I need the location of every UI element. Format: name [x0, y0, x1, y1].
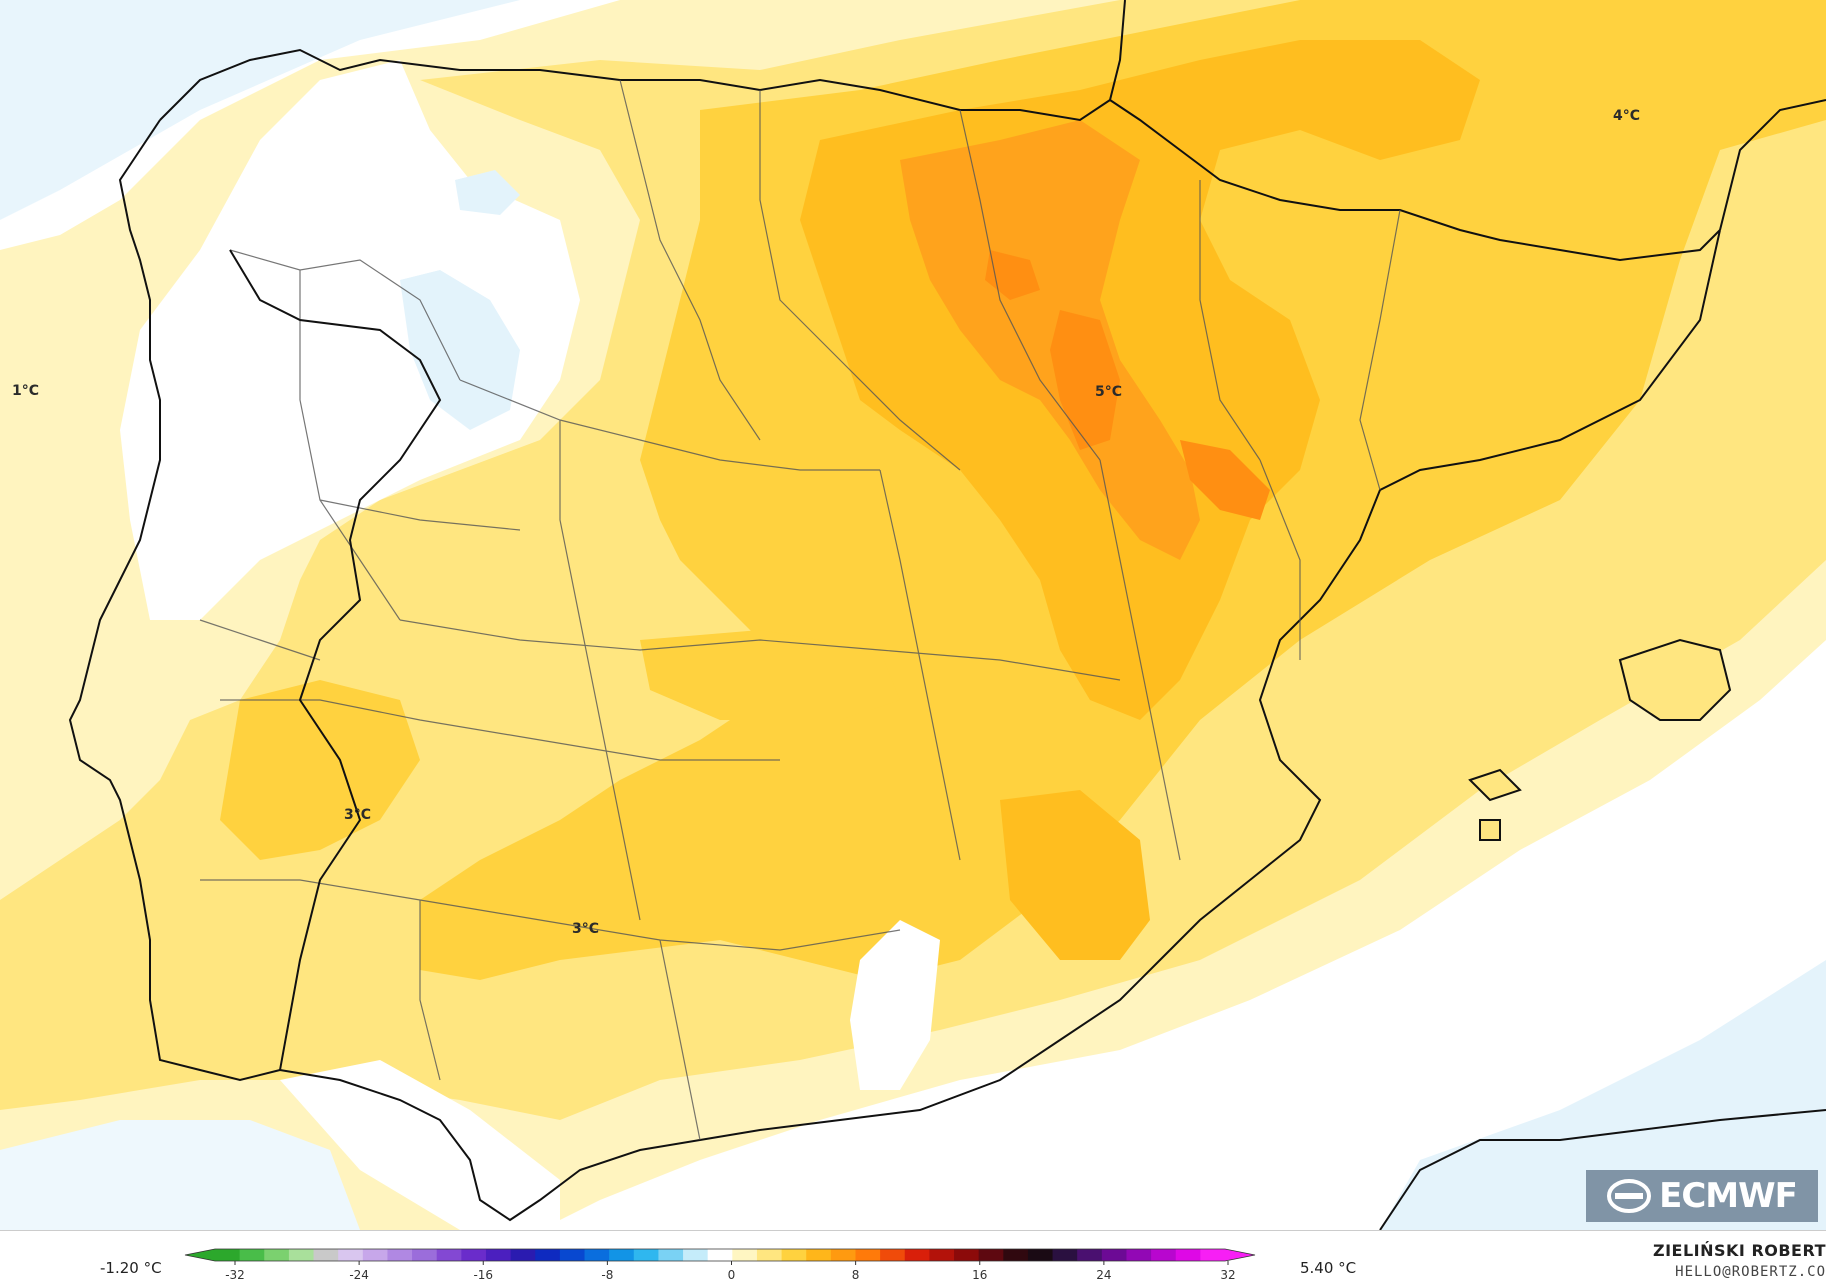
colorbar-segment — [1200, 1249, 1226, 1261]
colorbar-segment — [1151, 1249, 1177, 1261]
author-name: ZIELIŃSKI ROBERT — [1652, 1241, 1826, 1260]
colorbar-segment — [683, 1249, 709, 1261]
colorbar-segment — [756, 1249, 783, 1261]
temp-label-northeast: 4°C — [1613, 108, 1641, 124]
temp-zone-white-south — [850, 920, 940, 1090]
sea-zone-southeast — [1380, 960, 1826, 1230]
colorbar-tick-label: 0 — [728, 1268, 736, 1282]
temp-zone-orange-2 — [900, 120, 1200, 560]
colorbar-segment — [510, 1249, 536, 1261]
colorbar-segment — [584, 1249, 610, 1261]
ecmwf-logo-icon — [1607, 1179, 1652, 1213]
colorbar-segment — [1077, 1249, 1103, 1261]
province-boundaries — [199, 79, 1401, 1141]
island-ibiza — [1479, 819, 1501, 841]
map-canvas — [0, 0, 1826, 1230]
colorbar-segment — [338, 1249, 364, 1261]
temperature-map: 1°C 4°C 5°C 3°C 3°C ECMWF — [0, 0, 1826, 1230]
temp-label-west: 1°C — [12, 383, 40, 399]
legend-bar: -32 -24 -16 -8 0 8 16 24 32 -1.20 °C 5.40 °C ZIE… — [0, 1230, 1826, 1288]
colorbar-segment — [1027, 1249, 1054, 1261]
colorbar-segment — [264, 1249, 290, 1261]
colorbar-tick-label: 16 — [972, 1268, 987, 1282]
colorbar-tick-label: 24 — [1096, 1268, 1111, 1282]
colorbar-segment — [855, 1249, 881, 1261]
colorbar-segment — [806, 1249, 832, 1261]
temp-zone-orange-3 — [1050, 310, 1120, 450]
colorbar-segment — [633, 1249, 659, 1261]
colorbar-segment — [362, 1249, 388, 1261]
colorbar-segment — [732, 1249, 758, 1261]
colorbar-segment — [929, 1249, 955, 1261]
author-email: HELLO@ROBERTZ.CO — [1675, 1264, 1826, 1280]
temp-zone-orange-3b — [1180, 440, 1270, 520]
colorbar-segment — [781, 1249, 807, 1261]
colorbar-segment — [239, 1249, 265, 1261]
colorbar-tick-label: 32 — [1220, 1268, 1235, 1282]
temp-label-portugal: 3°C — [344, 807, 372, 823]
coastline-france — [1109, 0, 1826, 231]
colorbar-segment — [707, 1249, 733, 1261]
colorbar-segment — [1003, 1249, 1029, 1261]
sea-zone-northwest — [0, 0, 520, 220]
coastline-africa — [1379, 1109, 1826, 1230]
colorbar-segment — [313, 1249, 339, 1261]
colorbar-tick-label: -16 — [473, 1268, 493, 1282]
colorbar-segment — [904, 1249, 930, 1261]
temp-label-south: 3°C — [572, 921, 600, 937]
temp-zone-white-southcoast — [280, 1060, 560, 1230]
colorbar-segment — [215, 1249, 241, 1261]
temp-zone-lightblue-2 — [455, 170, 520, 215]
colorbar-segment — [1175, 1249, 1201, 1261]
colorbar-segment — [880, 1249, 906, 1261]
colorbar: -32 -24 -16 -8 0 8 16 24 32 — [184, 1248, 1256, 1282]
island-menorca — [1468, 768, 1522, 802]
temp-zone-orange-3c — [985, 250, 1040, 300]
colorbar-min-label: -1.20 °C — [100, 1259, 162, 1277]
colorbar-segment — [485, 1249, 512, 1261]
colorbar-tick-label: -24 — [349, 1268, 369, 1282]
colorbar-segment — [387, 1249, 413, 1261]
temp-zone-lightblue-1 — [400, 270, 520, 430]
temp-zone-yellow-patch-center — [640, 630, 900, 720]
colorbar-segment — [535, 1249, 561, 1261]
colorbar-tick-label: -8 — [601, 1268, 613, 1282]
colorbar-segment — [288, 1249, 315, 1261]
colorbar-left-arrow — [185, 1249, 215, 1261]
colorbar-segment — [436, 1249, 462, 1261]
colorbar-segment — [1052, 1249, 1078, 1261]
ecmwf-logo: ECMWF — [1586, 1170, 1818, 1222]
colorbar-segment — [954, 1249, 980, 1261]
colorbar-tick-label: 8 — [852, 1268, 860, 1282]
temp-label-center-east: 5°C — [1095, 384, 1123, 400]
colorbar-segment — [1101, 1249, 1127, 1261]
border-spain-portugal — [229, 249, 442, 1071]
island-mallorca — [1618, 638, 1732, 721]
colorbar-segment — [658, 1249, 684, 1261]
colorbar-outline — [184, 1248, 1256, 1262]
colorbar-segment — [1126, 1249, 1152, 1261]
colorbar-segment — [978, 1249, 1004, 1261]
colorbar-max-label: 5.40 °C — [1300, 1259, 1357, 1277]
colorbar-segment — [559, 1249, 586, 1261]
temp-zone-yellow-patch-southeast — [1000, 790, 1150, 960]
temp-zone-yellow-patch-west — [220, 680, 420, 860]
colorbar-right-arrow — [1225, 1249, 1255, 1261]
colorbar-segment — [461, 1249, 487, 1261]
colorbar-segment — [412, 1249, 438, 1261]
ecmwf-logo-text: ECMWF — [1659, 1176, 1798, 1216]
colorbar-segment — [609, 1249, 635, 1261]
author-credit: ZIELIŃSKI ROBERT HELLO@ROBERTZ.CO — [1653, 1241, 1826, 1280]
colorbar-segment — [830, 1249, 856, 1261]
colorbar-tick-label: -32 — [225, 1268, 245, 1282]
